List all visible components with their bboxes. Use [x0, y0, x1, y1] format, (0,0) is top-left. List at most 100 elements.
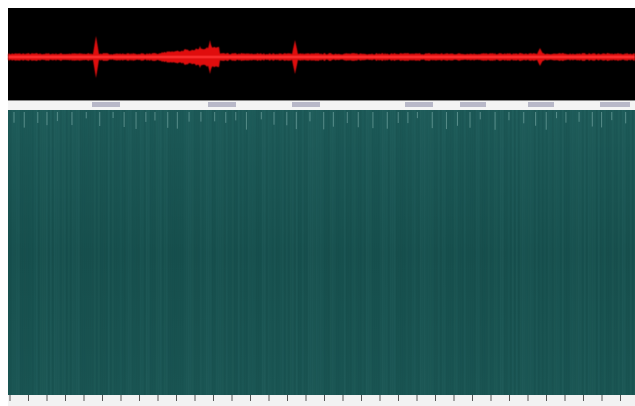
spectro-column [344, 110, 346, 395]
spectro-column [62, 110, 64, 395]
spectro-column [446, 110, 448, 395]
spectro-column [502, 110, 504, 395]
spectro-column [182, 110, 184, 395]
spectro-column [392, 110, 394, 395]
spectro-column [28, 110, 30, 395]
spectro-column [624, 110, 626, 395]
spectro-column [202, 110, 204, 395]
spectro-column [374, 110, 376, 395]
spectro-column [562, 110, 564, 395]
spectro-column [22, 110, 24, 395]
spectro-column [288, 110, 290, 395]
spectro-column [254, 110, 256, 395]
spectro-column [298, 110, 300, 395]
spectro-column [10, 110, 12, 395]
spectro-column [348, 110, 350, 395]
marker-flag [405, 102, 433, 107]
spectro-column [88, 110, 90, 395]
spectro-column [14, 110, 16, 395]
spectro-column [20, 110, 22, 395]
spectro-column [382, 110, 384, 395]
spectro-column [98, 110, 100, 395]
spectro-column [260, 110, 262, 395]
spectro-column [368, 110, 370, 395]
spectro-column [236, 110, 238, 395]
spectro-column [566, 110, 568, 395]
marker-flag [92, 102, 120, 107]
spectro-column [176, 110, 178, 395]
spectro-column [592, 110, 594, 395]
marker-flag [292, 102, 320, 107]
spectro-column [240, 110, 242, 395]
spectro-column [158, 110, 160, 395]
spectro-column [46, 110, 48, 395]
spectro-column [612, 110, 614, 395]
spectro-column [530, 110, 532, 395]
spectro-column [322, 110, 324, 395]
spectro-column [600, 110, 602, 395]
spectro-column [292, 110, 294, 395]
spectro-column [166, 110, 168, 395]
spectro-column [122, 110, 124, 395]
spectro-column [590, 110, 592, 395]
spectro-column [126, 110, 128, 395]
spectro-column [102, 110, 104, 395]
spectro-column [154, 110, 156, 395]
spectro-column [542, 110, 544, 395]
spectro-column [114, 110, 116, 395]
spectro-column [320, 110, 322, 395]
spectro-column [338, 110, 340, 395]
spectro-column [484, 110, 486, 395]
spectro-column [390, 110, 392, 395]
spectro-column [568, 110, 570, 395]
spectro-column [618, 110, 620, 395]
spectro-column [486, 110, 488, 395]
spectro-column [532, 110, 534, 395]
spectro-column [544, 110, 546, 395]
spectro-column [492, 110, 494, 395]
spectro-column [300, 110, 302, 395]
spectro-column [496, 110, 498, 395]
spectro-column [96, 110, 98, 395]
spectro-column [262, 110, 264, 395]
spectro-column [146, 110, 148, 395]
spectro-column [214, 110, 216, 395]
marker-flag [528, 102, 554, 107]
spectro-column [558, 110, 560, 395]
spectro-column [36, 110, 38, 395]
spectro-column [556, 110, 558, 395]
spectro-column [526, 110, 528, 395]
spectro-column [422, 110, 424, 395]
spectro-column [264, 110, 266, 395]
spectro-column [212, 110, 214, 395]
spectro-column [396, 110, 398, 395]
spectro-column [480, 110, 482, 395]
spectro-column [356, 110, 358, 395]
spectro-column [162, 110, 164, 395]
spectro-column [436, 110, 438, 395]
spectro-column [190, 110, 192, 395]
spectro-column [406, 110, 408, 395]
spectro-column [482, 110, 484, 395]
spectro-column [508, 110, 510, 395]
spectro-column [60, 110, 62, 395]
spectro-column [354, 110, 356, 395]
spectro-column [546, 110, 548, 395]
spectro-column [534, 110, 536, 395]
spectro-column [266, 110, 268, 395]
spectro-column [194, 110, 196, 395]
spectro-column [334, 110, 336, 395]
waveform [8, 36, 635, 78]
spectro-column [256, 110, 258, 395]
spectro-column [472, 110, 474, 395]
spectro-column [470, 110, 472, 395]
spectro-column [132, 110, 134, 395]
spectro-column [78, 110, 80, 395]
spectro-column [364, 110, 366, 395]
spectro-column [58, 110, 60, 395]
ruler-ticks [9, 395, 621, 401]
spectro-column [400, 110, 402, 395]
spectro-column [604, 110, 606, 395]
spectro-column [324, 110, 326, 395]
spectro-column [340, 110, 342, 395]
